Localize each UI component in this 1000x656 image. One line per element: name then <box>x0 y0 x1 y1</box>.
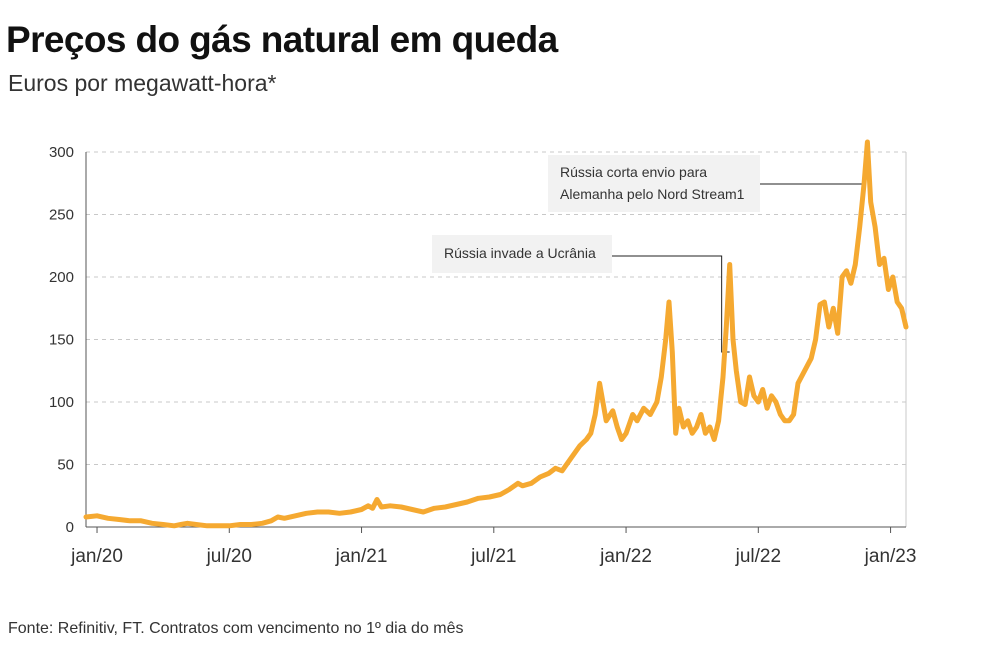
source-note: Fonte: Refinitiv, FT. Contratos com venc… <box>8 620 464 637</box>
x-tick-label: jul/22 <box>735 546 781 567</box>
y-tick-label: 250 <box>49 207 74 224</box>
x-tick-label: jan/21 <box>335 546 388 567</box>
chart-title: Preços do gás natural em queda <box>6 19 558 60</box>
grid-layer <box>85 151 907 528</box>
y-tick-label: 0 <box>66 519 74 536</box>
chart-subtitle: Euros por megawatt-hora* <box>8 70 277 96</box>
x-tick-label: jan/22 <box>599 546 652 567</box>
annotation-text-ukraine: Rússia invade a Ucrânia <box>444 245 596 261</box>
annotation-box-ukraine <box>432 235 612 273</box>
annotation-box-nord <box>548 155 760 212</box>
annotations: Rússia corta envio para Alemanha pelo Nor… <box>432 155 866 353</box>
y-tick-label: 100 <box>49 394 74 411</box>
x-tick-label: jul/20 <box>206 546 252 567</box>
y-tick-label: 150 <box>49 332 74 349</box>
x-tick-label: jul/21 <box>470 546 516 567</box>
x-tick-label: jan/20 <box>70 546 123 567</box>
x-tick-label: jan/23 <box>864 546 917 567</box>
series-line-gas-price <box>83 139 909 529</box>
y-axis-ticks: 0 50 100 150 200 250 300 <box>49 144 74 536</box>
y-tick-label: 50 <box>57 457 74 474</box>
annotation-text-nord: Rússia corta envio para <box>560 164 707 180</box>
y-tick-label: 200 <box>49 269 74 286</box>
y-tick-label: 300 <box>49 144 74 161</box>
annotation-text-nord: Alemanha pelo Nord Stream1 <box>560 186 745 202</box>
x-axis-ticks: jan/20 jul/20 jan/21 jul/21 jan/22 jul/22 jan/… <box>70 527 916 567</box>
